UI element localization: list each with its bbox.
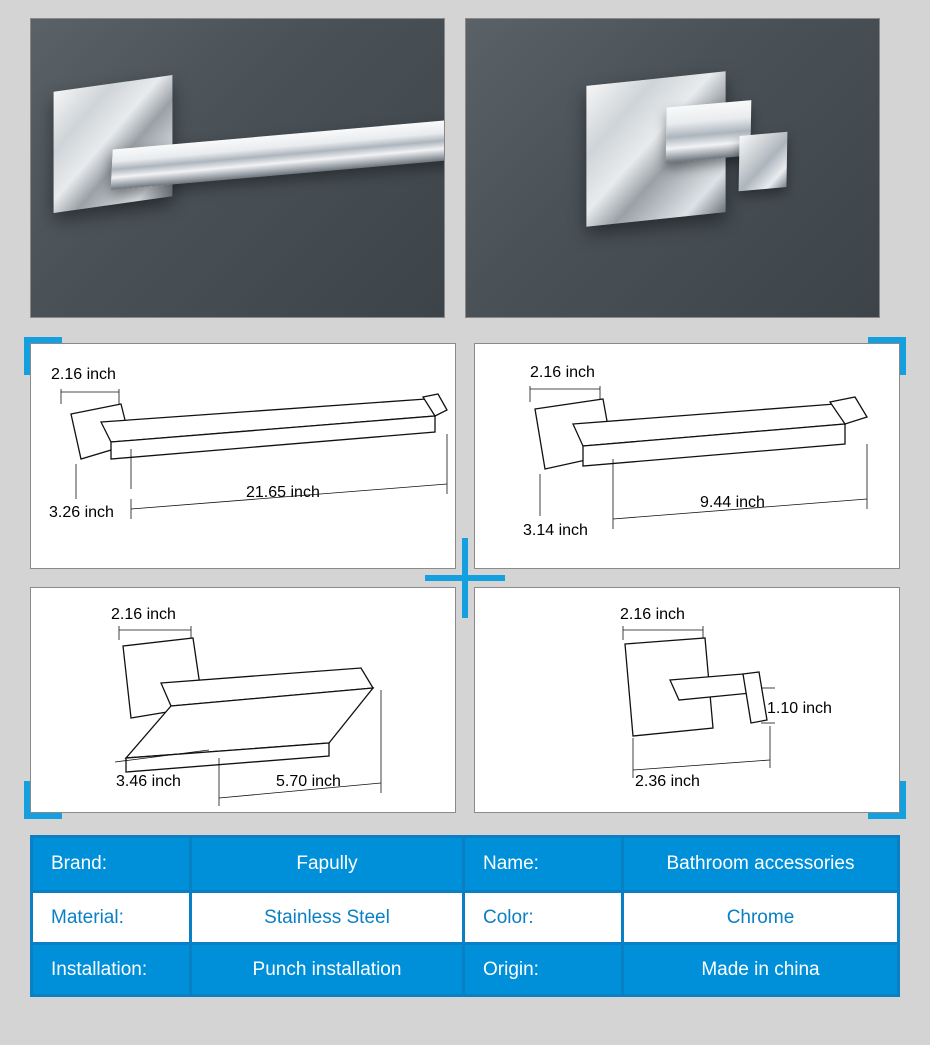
photo-row: [30, 18, 900, 318]
product-photo-robe-hook: [465, 18, 880, 318]
spec-row: Material: Stainless Steel Color: Chrome: [33, 890, 897, 942]
spec-value: Punch installation: [192, 945, 465, 994]
spec-label: Origin:: [465, 945, 624, 994]
spec-label: Brand:: [33, 838, 192, 890]
diagram-robe-hook: 2.16 inch 1.10 inch 2.36 inch: [474, 587, 900, 813]
divider-cross-horizontal: [425, 575, 505, 581]
spec-value: Stainless Steel: [192, 893, 465, 942]
sketch-paper-holder: [31, 588, 451, 813]
spec-value: Chrome: [624, 893, 897, 942]
diagram-paper-holder: 2.16 inch 3.46 inch 5.70 inch: [30, 587, 456, 813]
sketch-towel-ring: [475, 344, 895, 569]
spec-value: Made in china: [624, 945, 897, 994]
product-infographic: 2.16 inch 3.26 inch 21.65 inch: [0, 0, 930, 1017]
sketch-robe-hook: [475, 588, 895, 813]
spec-row: Installation: Punch installation Origin:…: [33, 942, 897, 994]
spec-value: Fapully: [192, 838, 465, 890]
spec-label: Color:: [465, 893, 624, 942]
dimension-diagram-grid: 2.16 inch 3.26 inch 21.65 inch: [30, 343, 900, 813]
diagram-towel-bar: 2.16 inch 3.26 inch 21.65 inch: [30, 343, 456, 569]
product-photo-towel-bar: [30, 18, 445, 318]
sketch-towel-bar: [31, 344, 451, 569]
spec-table: Brand: Fapully Name: Bathroom accessorie…: [30, 835, 900, 997]
spec-label: Installation:: [33, 945, 192, 994]
spec-row: Brand: Fapully Name: Bathroom accessorie…: [33, 838, 897, 890]
spec-label: Material:: [33, 893, 192, 942]
spec-label: Name:: [465, 838, 624, 890]
spec-value: Bathroom accessories: [624, 838, 897, 890]
diagram-towel-ring: 2.16 inch 3.14 inch 9.44 inch: [474, 343, 900, 569]
